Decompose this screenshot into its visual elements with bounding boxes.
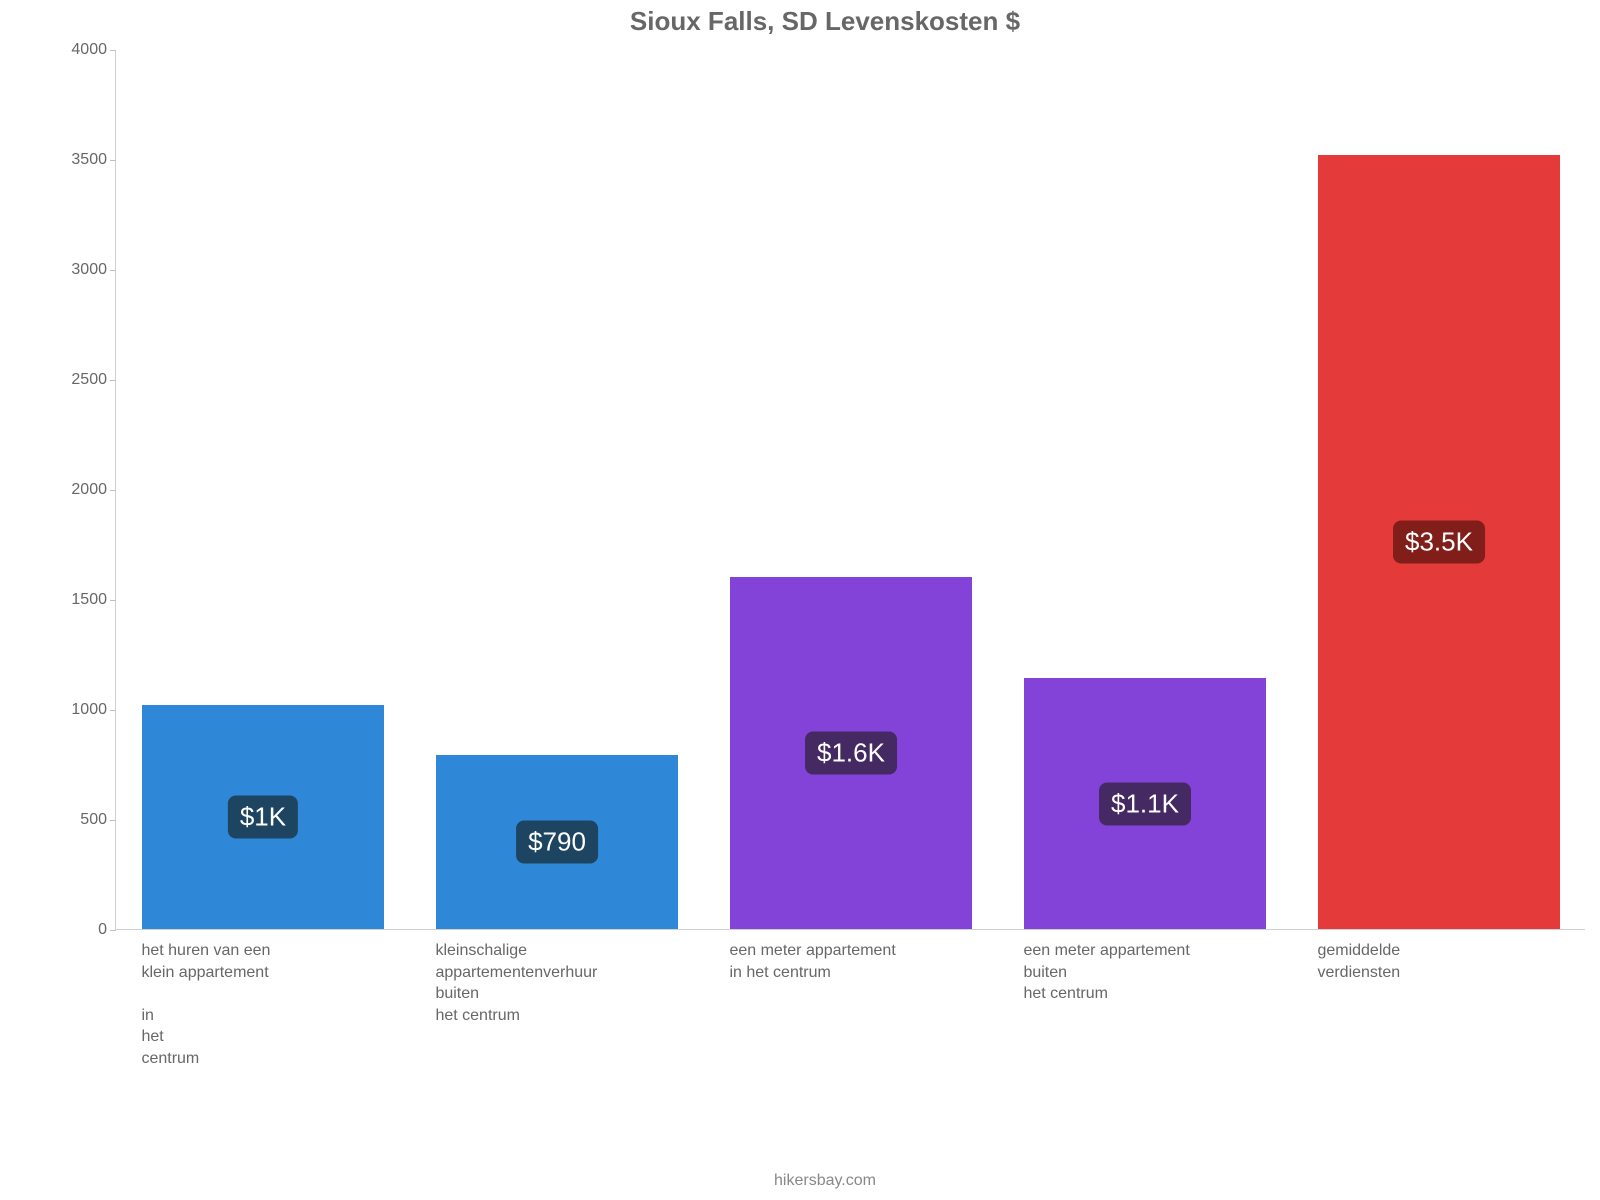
bar-value-badge: $3.5K bbox=[1393, 520, 1485, 563]
bar-sqm_center: $1.6K bbox=[730, 577, 971, 929]
y-tick-label: 1500 bbox=[71, 591, 107, 609]
y-tick-mark bbox=[110, 710, 116, 711]
chart-title: Sioux Falls, SD Levenskosten $ bbox=[60, 6, 1590, 37]
plot-area: $1K $790 $1.6K $1.1K $3.5K bbox=[115, 50, 1585, 930]
y-tick-mark bbox=[110, 930, 116, 931]
y-tick-mark bbox=[110, 380, 116, 381]
y-tick-label: 3500 bbox=[71, 151, 107, 169]
y-tick-mark bbox=[110, 270, 116, 271]
y-tick-label: 500 bbox=[80, 811, 107, 829]
bar-value-badge: $1.1K bbox=[1099, 782, 1191, 825]
y-tick-label: 2500 bbox=[71, 371, 107, 389]
x-label-rent_small_outside: kleinschalige appartementenverhuur buite… bbox=[435, 940, 676, 1026]
y-tick-mark bbox=[110, 600, 116, 601]
bar-avg_earnings: $3.5K bbox=[1318, 155, 1559, 929]
y-tick-label: 2000 bbox=[71, 481, 107, 499]
bars-layer: $1K $790 $1.6K $1.1K $3.5K bbox=[116, 50, 1585, 929]
bar-value-badge: $790 bbox=[516, 821, 598, 864]
x-label-sqm_center: een meter appartement in het centrum bbox=[729, 940, 970, 983]
bar-sqm_outside: $1.1K bbox=[1024, 678, 1265, 929]
footer-credit: hikersbay.com bbox=[60, 1172, 1590, 1190]
x-label-rent_small_center: het huren van een klein appartement in h… bbox=[141, 940, 382, 1070]
bar-value-badge: $1.6K bbox=[805, 732, 897, 775]
y-tick-mark bbox=[110, 50, 116, 51]
x-label-avg_earnings: gemiddelde verdiensten bbox=[1317, 940, 1558, 983]
y-tick-mark bbox=[110, 490, 116, 491]
y-tick-label: 3000 bbox=[71, 261, 107, 279]
bar-value-badge: $1K bbox=[228, 795, 298, 838]
bar-rent_small_center: $1K bbox=[142, 705, 383, 929]
y-axis: 05001000150020002500300035004000 bbox=[60, 50, 115, 930]
y-tick-label: 4000 bbox=[71, 41, 107, 59]
cost-of-living-chart: Sioux Falls, SD Levenskosten $ 0 500 1000 1… bbox=[60, 0, 1590, 1200]
bar-rent_small_outside: $790 bbox=[436, 755, 677, 929]
y-tick-mark bbox=[110, 820, 116, 821]
y-tick-mark bbox=[110, 160, 116, 161]
x-label-sqm_outside: een meter appartement buiten het centrum bbox=[1023, 940, 1264, 1005]
y-tick-label: 1000 bbox=[71, 701, 107, 719]
y-tick-label: 0 bbox=[98, 921, 107, 939]
